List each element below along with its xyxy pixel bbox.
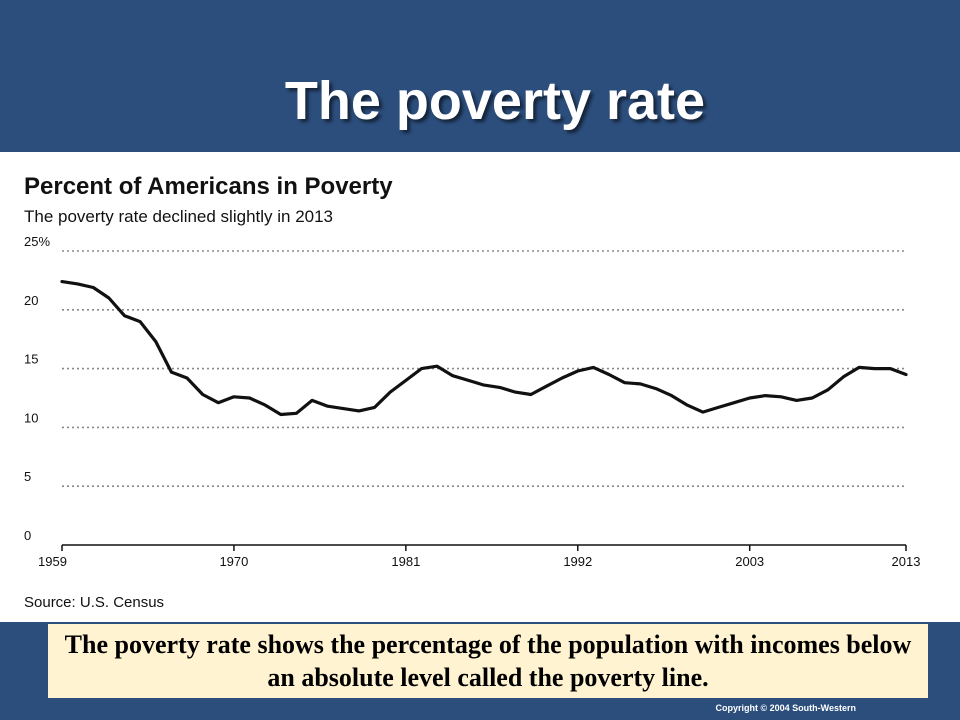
slide-title: The poverty rate [284,71,706,131]
data-point [342,407,345,410]
x-tick-label: 1959 [38,554,67,569]
data-point [451,374,454,377]
data-point [404,379,408,382]
data-point [560,376,564,380]
data-point [842,375,845,379]
data-point [826,388,830,391]
data-point [138,320,142,323]
data-point [857,366,861,369]
data-point [467,379,470,382]
y-tick-label: 15 [24,352,38,367]
data-point [232,395,236,399]
chart-subtitle: The poverty rate declined slightly in 20… [24,207,333,226]
data-point [60,280,64,283]
data-point [107,296,111,300]
data-point [76,282,79,286]
poverty-rate-line [60,280,908,417]
data-point [514,390,517,394]
x-tick-label: 2013 [892,554,921,569]
data-point [248,396,251,400]
data-point [576,369,579,373]
x-tick-label: 1992 [563,554,592,569]
data-point [154,340,157,343]
chart-source: Source: U.S. Census [24,594,164,611]
y-tick-label: 10 [24,410,38,425]
data-point [357,409,361,413]
data-point [732,401,736,404]
copyright-notice: Copyright © 2004 South-Western [715,703,856,713]
caption-box: The poverty rate shows the percentage of… [48,624,928,698]
data-point [217,401,220,404]
data-point [420,367,423,370]
data-point [685,403,689,407]
data-point [326,405,329,408]
data-point [185,376,189,380]
data-point [201,393,204,396]
data-point [482,383,486,387]
data-point [717,406,720,409]
data-point [92,286,95,289]
data-point [498,386,501,389]
data-point [670,394,673,397]
data-point [904,373,908,376]
data-point [529,393,533,396]
x-tick-label: 2003 [735,554,764,569]
data-point [811,396,814,400]
data-point [389,390,392,394]
data-point [373,406,376,409]
chart-panel: Percent of Americans in Poverty The pove… [0,152,960,622]
data-point [701,410,705,414]
data-point [435,365,439,368]
data-point [279,413,283,416]
data-point [654,387,658,390]
data-point [795,399,798,402]
data-point [873,367,876,370]
data-point [170,370,173,374]
data-point [545,385,548,388]
poverty-line-chart: Percent of Americans in Poverty The pove… [24,173,921,611]
data-point [123,314,126,317]
data-point [779,395,783,399]
data-point [764,394,767,397]
chart-title: Percent of Americans in Poverty [24,173,393,200]
data-point [748,396,751,400]
data-point [623,381,626,384]
y-tick-label: 25% [24,234,50,249]
y-tick-label: 20 [24,293,38,308]
data-point [889,367,892,370]
data-point [295,412,298,415]
x-tick-label: 1970 [219,554,248,569]
x-tick-label: 1981 [391,554,420,569]
data-point [607,373,611,376]
y-tick-label: 5 [24,469,31,484]
data-point [263,403,267,407]
data-point [592,366,595,369]
y-tick-label: 0 [24,528,31,543]
data-point [310,399,314,402]
data-point [639,382,642,386]
